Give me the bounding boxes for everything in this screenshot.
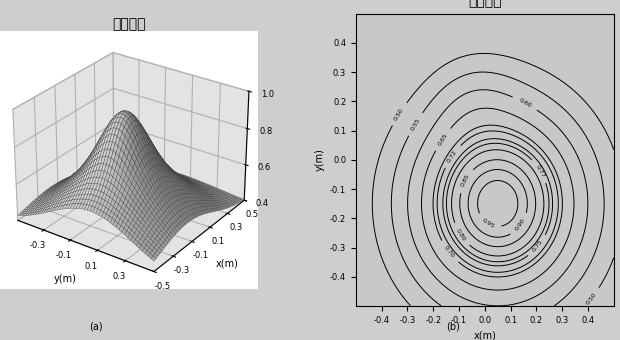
Text: (b): (b) xyxy=(446,322,459,332)
Text: 0.72: 0.72 xyxy=(446,149,458,163)
Text: 0.75: 0.75 xyxy=(532,239,544,253)
Text: 0.85: 0.85 xyxy=(460,173,471,188)
Text: 0.50: 0.50 xyxy=(585,292,597,306)
Text: 0.77: 0.77 xyxy=(534,164,546,178)
Text: 0.50: 0.50 xyxy=(394,107,405,121)
Text: 0.60: 0.60 xyxy=(518,98,532,108)
X-axis label: y(m): y(m) xyxy=(54,274,76,284)
Title: 相关系数: 相关系数 xyxy=(112,17,146,31)
Y-axis label: x(m): x(m) xyxy=(216,259,238,269)
Text: 0.70: 0.70 xyxy=(443,245,455,259)
Y-axis label: y(m): y(m) xyxy=(314,148,324,171)
Title: 相关系数: 相关系数 xyxy=(468,0,502,8)
X-axis label: x(m): x(m) xyxy=(474,330,496,340)
Text: 0.55: 0.55 xyxy=(410,117,421,131)
Text: 0.65: 0.65 xyxy=(437,132,448,147)
Text: 0.80: 0.80 xyxy=(455,228,466,242)
Text: 0.95: 0.95 xyxy=(481,218,495,230)
Text: 0.90: 0.90 xyxy=(515,218,526,232)
Text: (a): (a) xyxy=(89,322,103,332)
